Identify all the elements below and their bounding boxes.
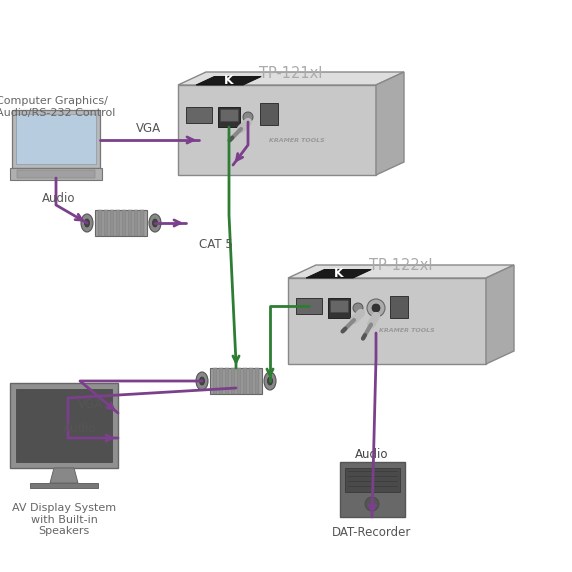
- Ellipse shape: [268, 377, 272, 385]
- Polygon shape: [50, 468, 78, 483]
- Text: VGA: VGA: [77, 399, 102, 411]
- Polygon shape: [213, 368, 217, 394]
- Text: KRAMER TOOLS: KRAMER TOOLS: [269, 137, 325, 142]
- Text: K: K: [224, 74, 233, 88]
- Ellipse shape: [264, 372, 276, 390]
- Polygon shape: [225, 368, 229, 394]
- Polygon shape: [98, 210, 102, 236]
- Ellipse shape: [153, 219, 157, 227]
- Polygon shape: [110, 210, 114, 236]
- Polygon shape: [178, 85, 376, 175]
- Polygon shape: [17, 170, 95, 178]
- Polygon shape: [376, 72, 404, 175]
- Polygon shape: [116, 210, 120, 236]
- Text: Computer Graphics/
Audio/RS-232 Control: Computer Graphics/ Audio/RS-232 Control: [0, 96, 116, 118]
- Polygon shape: [243, 368, 247, 394]
- Polygon shape: [140, 210, 144, 236]
- Ellipse shape: [81, 214, 93, 232]
- Polygon shape: [237, 368, 241, 394]
- Polygon shape: [249, 368, 253, 394]
- Ellipse shape: [149, 214, 161, 232]
- Polygon shape: [210, 368, 262, 394]
- Polygon shape: [345, 468, 400, 492]
- Polygon shape: [178, 72, 404, 85]
- Polygon shape: [218, 107, 240, 127]
- Text: TP-122xl: TP-122xl: [370, 259, 433, 273]
- Polygon shape: [134, 210, 138, 236]
- Polygon shape: [16, 114, 96, 164]
- Polygon shape: [306, 269, 371, 278]
- Text: K: K: [333, 267, 343, 280]
- Text: Audio: Audio: [42, 192, 76, 205]
- Circle shape: [243, 112, 253, 122]
- Polygon shape: [10, 383, 118, 468]
- Polygon shape: [95, 210, 147, 236]
- Polygon shape: [219, 368, 223, 394]
- Ellipse shape: [200, 377, 205, 385]
- Circle shape: [372, 304, 380, 312]
- Text: CAT 5: CAT 5: [199, 239, 233, 252]
- Circle shape: [365, 497, 379, 511]
- Polygon shape: [231, 368, 235, 394]
- Polygon shape: [10, 168, 102, 180]
- Polygon shape: [12, 110, 100, 168]
- Polygon shape: [330, 300, 348, 312]
- Polygon shape: [288, 278, 486, 364]
- Ellipse shape: [196, 372, 208, 390]
- Circle shape: [353, 303, 363, 313]
- Text: DAT-Recorder: DAT-Recorder: [332, 526, 412, 538]
- Text: Audio: Audio: [355, 447, 389, 460]
- Polygon shape: [104, 210, 108, 236]
- Polygon shape: [16, 389, 112, 462]
- Polygon shape: [186, 107, 212, 123]
- Polygon shape: [255, 368, 259, 394]
- Text: KRAMER TOOLS: KRAMER TOOLS: [379, 328, 435, 332]
- Text: AV Display System
with Built-in
Speakers: AV Display System with Built-in Speakers: [12, 503, 116, 536]
- Text: TP-121xl: TP-121xl: [259, 66, 323, 81]
- Circle shape: [367, 299, 385, 317]
- Polygon shape: [486, 265, 514, 364]
- Polygon shape: [30, 483, 98, 488]
- Polygon shape: [260, 103, 278, 125]
- Polygon shape: [390, 296, 408, 318]
- Polygon shape: [122, 210, 126, 236]
- Polygon shape: [220, 109, 238, 121]
- Polygon shape: [196, 77, 261, 85]
- Polygon shape: [128, 210, 132, 236]
- Ellipse shape: [85, 219, 89, 227]
- Text: VGA: VGA: [136, 121, 161, 134]
- Polygon shape: [296, 298, 322, 314]
- Polygon shape: [288, 265, 514, 278]
- Polygon shape: [340, 462, 405, 517]
- Polygon shape: [328, 298, 350, 318]
- Text: Audio: Audio: [63, 423, 97, 435]
